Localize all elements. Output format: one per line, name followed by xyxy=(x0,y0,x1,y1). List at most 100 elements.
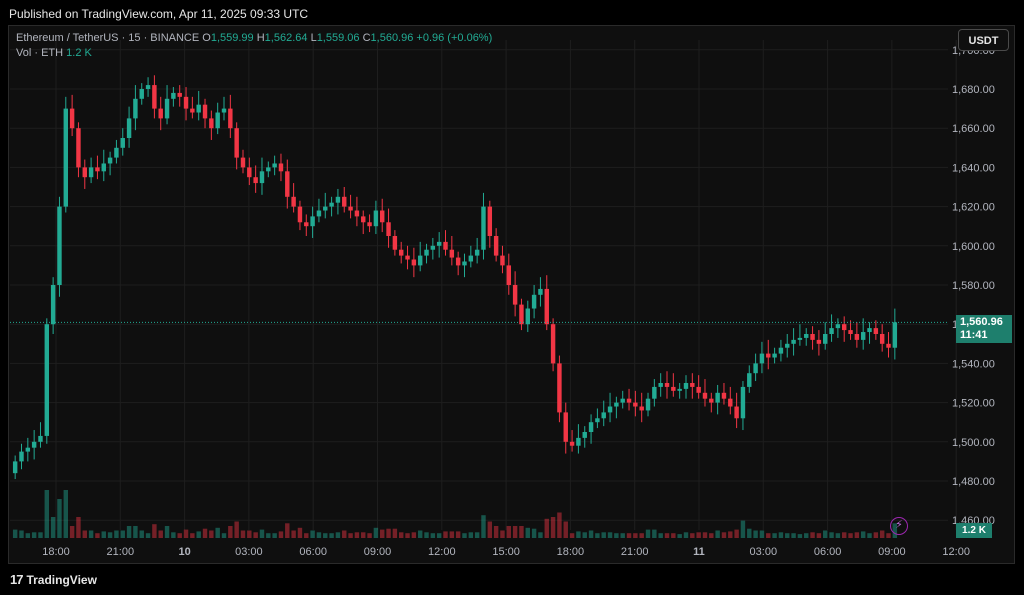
volume-bar xyxy=(411,532,417,538)
x-tick-label: 10 xyxy=(178,546,190,558)
volume-bar xyxy=(848,533,853,538)
volume-bar xyxy=(772,533,777,538)
volume-bar xyxy=(202,528,208,538)
candle-body xyxy=(398,249,404,256)
candle-body xyxy=(316,210,322,217)
volume-bar xyxy=(291,530,296,538)
volume-bar xyxy=(645,529,651,538)
low-value: 1,559.06 xyxy=(316,32,360,44)
chart-frame[interactable] xyxy=(8,25,1015,564)
volume-bar xyxy=(683,532,689,538)
volume-bar xyxy=(247,530,252,538)
volume-bar xyxy=(810,532,815,538)
currency-button[interactable]: USDT xyxy=(958,29,1009,51)
volume-bar xyxy=(778,532,784,538)
candle-body xyxy=(31,441,37,448)
candle-body xyxy=(76,128,81,168)
volume-bar xyxy=(430,533,436,538)
volume-bar xyxy=(500,530,505,538)
candle-body xyxy=(519,304,524,325)
candle-body xyxy=(481,206,486,250)
volume-bar xyxy=(342,530,347,538)
low-label: L xyxy=(310,32,317,44)
candle-body xyxy=(190,108,195,113)
volume-bar xyxy=(791,533,796,538)
lightning-icon[interactable]: ⚡ xyxy=(890,517,908,535)
volume-bar xyxy=(278,531,284,538)
candle-body xyxy=(740,386,746,419)
volume-bar xyxy=(886,533,891,538)
candle-body xyxy=(209,118,214,129)
candle-body xyxy=(569,441,575,446)
volume-bar xyxy=(107,532,113,538)
candle-body xyxy=(392,236,398,250)
volume-bar xyxy=(63,490,69,538)
candle-body xyxy=(183,96,189,109)
volume-bar xyxy=(512,526,518,538)
candle-body xyxy=(120,138,125,148)
volume-bar xyxy=(164,526,170,538)
candle-body xyxy=(436,241,442,246)
volume-bar xyxy=(348,533,353,538)
candle-body xyxy=(525,308,530,325)
candle-body xyxy=(652,386,657,399)
volume-bar xyxy=(57,499,62,538)
candle-body xyxy=(455,257,461,266)
volume-bar xyxy=(38,532,43,538)
candle-body xyxy=(595,418,600,423)
volume-bar xyxy=(766,533,771,538)
candle-body xyxy=(291,196,296,207)
volume-bar xyxy=(664,533,670,538)
volume-bar xyxy=(190,533,195,538)
candle-body xyxy=(145,85,151,89)
grid xyxy=(10,40,957,530)
volume-bar xyxy=(436,533,442,538)
volume-bar xyxy=(721,532,727,538)
volume-bar xyxy=(209,530,214,538)
volume-bar xyxy=(373,527,379,538)
volume-bar xyxy=(740,520,746,538)
candle-body xyxy=(753,363,758,374)
volume-bar xyxy=(392,528,398,538)
volume-bar xyxy=(550,517,556,538)
volume-bar xyxy=(361,532,366,538)
volume-bar xyxy=(493,526,499,538)
candle-body xyxy=(607,406,613,413)
x-tick-label: 18:00 xyxy=(42,546,70,558)
x-tick-label: 15:00 xyxy=(492,546,520,558)
volume-bar xyxy=(702,532,708,538)
volume-bar xyxy=(69,526,75,538)
x-tick-label: 03:00 xyxy=(235,546,263,558)
volume-bar xyxy=(405,533,410,538)
price-chart[interactable]: 1,460.001,480.001,500.001,520.001,540.00… xyxy=(8,25,1015,564)
volume-bar xyxy=(823,530,828,538)
volume-bar xyxy=(114,530,119,538)
volume-bars xyxy=(12,490,898,538)
y-tick-label: 1,580.00 xyxy=(952,280,995,292)
candle-body xyxy=(873,328,879,334)
volume-bar xyxy=(297,527,303,538)
close-label: C xyxy=(362,32,371,44)
volume-bar xyxy=(152,524,157,538)
volume-bar xyxy=(335,532,341,538)
x-tick-label: 11 xyxy=(693,546,705,558)
volume-bar xyxy=(487,521,493,538)
volume-bar xyxy=(82,530,87,538)
candle-body xyxy=(12,461,18,474)
candle-body xyxy=(772,353,777,358)
candle-countdown: 11:41 xyxy=(960,329,988,341)
volume-bar xyxy=(316,532,322,538)
candle-body xyxy=(633,402,638,407)
volume-bar xyxy=(386,528,391,538)
candle-body xyxy=(804,334,809,338)
candle-body xyxy=(215,112,220,129)
volume-bar xyxy=(449,531,455,538)
tradingview-logo[interactable]: 17 TradingView xyxy=(10,572,97,587)
candle-body xyxy=(848,330,853,334)
symbol-label: Ethereum / TetherUS · 15 · BINANCE xyxy=(16,32,200,44)
volume-bar xyxy=(563,521,568,538)
candle-body xyxy=(430,245,436,250)
candle-body xyxy=(278,163,284,172)
candle-body xyxy=(810,334,815,340)
x-tick-label: 09:00 xyxy=(364,546,392,558)
